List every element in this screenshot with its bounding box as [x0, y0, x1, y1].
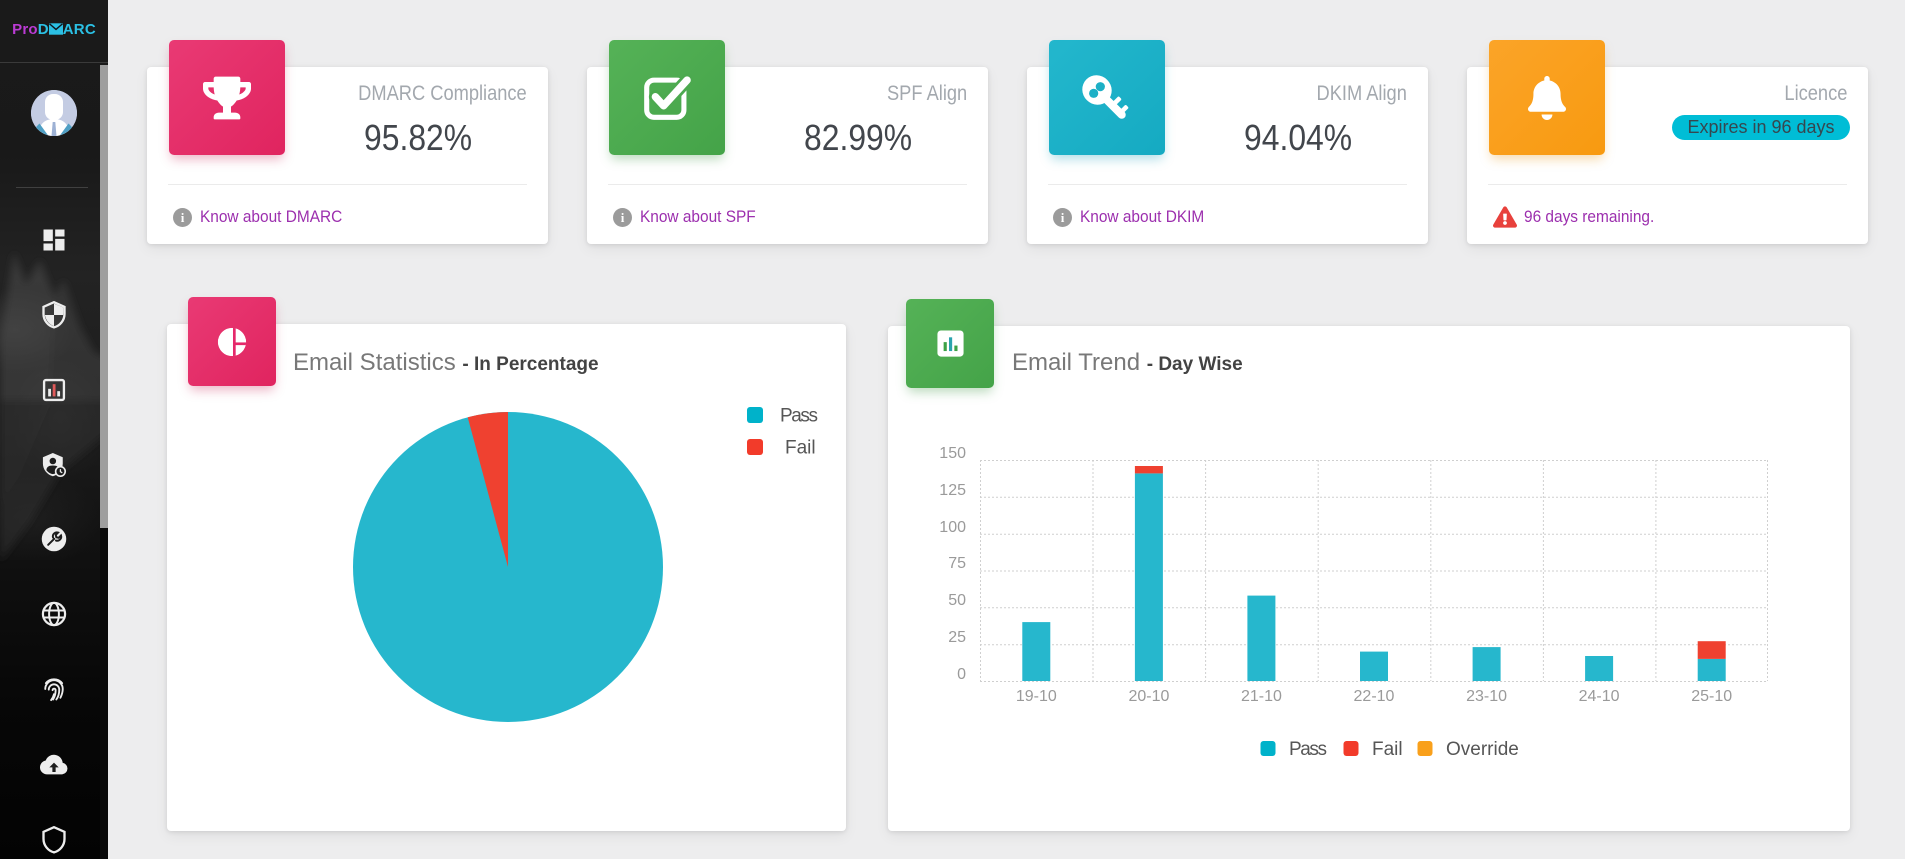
svg-text:75: 75 — [948, 555, 966, 572]
svg-text:Fail: Fail — [1372, 739, 1403, 760]
svg-text:19-10: 19-10 — [1016, 688, 1057, 705]
svg-text:Override: Override — [1446, 739, 1519, 760]
svg-text:22-10: 22-10 — [1354, 688, 1395, 705]
svg-text:Pass: Pass — [780, 406, 818, 427]
svg-text:50: 50 — [948, 592, 966, 609]
svg-text:24-10: 24-10 — [1579, 688, 1620, 705]
svg-text:Pass: Pass — [1289, 739, 1327, 760]
svg-text:150: 150 — [939, 445, 966, 462]
svg-text:25-10: 25-10 — [1691, 688, 1732, 705]
svg-text:25: 25 — [948, 629, 966, 646]
svg-text:21-10: 21-10 — [1241, 688, 1282, 705]
svg-text:20-10: 20-10 — [1128, 688, 1169, 705]
svg-text:Fail: Fail — [785, 438, 816, 459]
svg-text:100: 100 — [939, 519, 966, 536]
svg-text:23-10: 23-10 — [1466, 688, 1507, 705]
svg-text:0: 0 — [957, 666, 966, 683]
svg-text:125: 125 — [939, 482, 966, 499]
